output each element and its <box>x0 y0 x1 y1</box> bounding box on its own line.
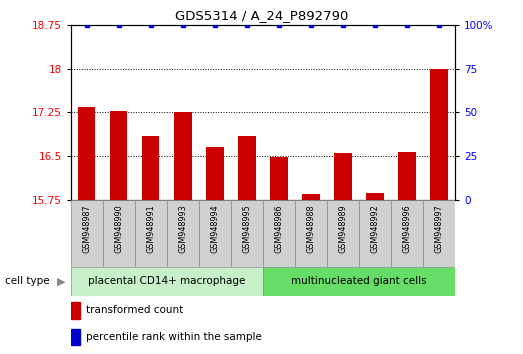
Bar <box>135 200 167 267</box>
Bar <box>295 200 327 267</box>
Text: GSM948994: GSM948994 <box>210 205 219 253</box>
Text: GSM948992: GSM948992 <box>370 205 379 253</box>
Bar <box>206 148 223 200</box>
Text: GDS5314 / A_24_P892790: GDS5314 / A_24_P892790 <box>175 9 348 22</box>
Text: GSM948988: GSM948988 <box>306 205 315 253</box>
Bar <box>238 136 256 200</box>
Text: GSM948987: GSM948987 <box>82 205 91 253</box>
Bar <box>366 193 384 200</box>
Bar <box>142 136 160 200</box>
Text: transformed count: transformed count <box>86 306 183 315</box>
Bar <box>71 267 263 296</box>
Bar <box>71 200 103 267</box>
Bar <box>263 267 455 296</box>
Text: multinucleated giant cells: multinucleated giant cells <box>291 276 427 286</box>
Bar <box>398 152 416 200</box>
Bar <box>391 200 423 267</box>
Text: GSM948996: GSM948996 <box>403 205 412 253</box>
Bar <box>231 200 263 267</box>
Text: GSM948986: GSM948986 <box>275 205 283 253</box>
Bar <box>334 153 351 200</box>
Text: GSM948991: GSM948991 <box>146 205 155 253</box>
Text: ▶: ▶ <box>57 276 65 286</box>
Bar <box>359 200 391 267</box>
Bar <box>263 200 295 267</box>
Text: percentile rank within the sample: percentile rank within the sample <box>86 332 262 342</box>
Bar <box>423 200 455 267</box>
Text: GSM948997: GSM948997 <box>435 205 444 253</box>
Bar <box>71 329 80 345</box>
Text: cell type: cell type <box>5 276 50 286</box>
Bar <box>327 200 359 267</box>
Text: GSM948989: GSM948989 <box>338 205 347 253</box>
Bar <box>430 69 448 200</box>
Text: placental CD14+ macrophage: placental CD14+ macrophage <box>88 276 245 286</box>
Bar <box>167 200 199 267</box>
Bar <box>199 200 231 267</box>
Bar <box>302 194 320 200</box>
Text: GSM948990: GSM948990 <box>114 205 123 253</box>
Text: GSM948993: GSM948993 <box>178 205 187 253</box>
Text: GSM948995: GSM948995 <box>242 205 251 253</box>
Bar <box>78 107 95 200</box>
Bar <box>110 111 128 200</box>
Bar <box>103 200 135 267</box>
Bar <box>174 113 191 200</box>
Bar <box>71 302 80 319</box>
Bar <box>270 158 288 200</box>
